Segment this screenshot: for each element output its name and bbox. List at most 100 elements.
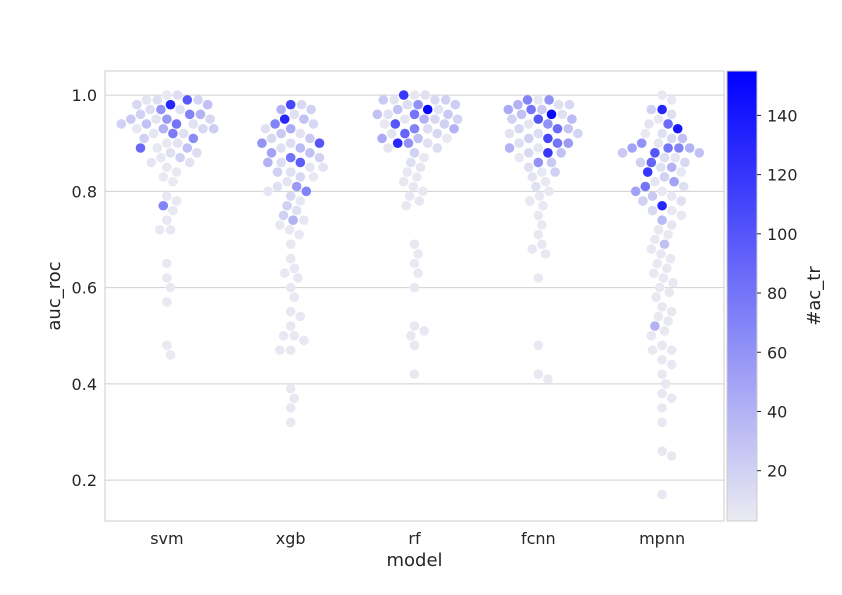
data-point-svm	[148, 128, 159, 139]
data-point-svm	[175, 152, 185, 163]
data-point-svm	[162, 297, 172, 307]
data-point-mpnn	[640, 128, 651, 139]
data-point-rf	[422, 104, 433, 115]
x-tick-label-rf: rf	[408, 529, 421, 548]
data-point-fcnn	[503, 104, 514, 115]
data-point-fcnn	[516, 109, 527, 120]
data-point-fcnn	[526, 104, 536, 115]
data-point-xgb	[276, 157, 286, 168]
data-point-mpnn	[670, 152, 681, 163]
data-point-mpnn	[663, 143, 673, 153]
data-point-xgb	[288, 215, 298, 225]
data-point-svm	[175, 104, 185, 115]
data-point-svm	[171, 167, 182, 177]
data-point-fcnn	[527, 244, 538, 254]
data-point-fcnn	[533, 210, 544, 221]
data-point-fcnn	[513, 99, 523, 110]
data-point-fcnn	[540, 249, 551, 259]
data-point-mpnn	[636, 138, 647, 148]
colorbar-label: #ac_tr	[804, 266, 825, 326]
data-point-svm	[126, 114, 136, 124]
data-point-rf	[409, 282, 420, 293]
data-point-fcnn	[533, 157, 544, 168]
data-point-fcnn	[514, 138, 524, 148]
y-tick-label: 0.6	[72, 279, 97, 298]
data-point-svm	[156, 104, 166, 115]
data-point-mpnn	[647, 345, 658, 355]
data-point-mpnn	[666, 393, 677, 404]
data-point-fcnn	[556, 148, 566, 158]
data-point-xgb	[296, 99, 307, 110]
data-point-xgb	[289, 292, 300, 303]
data-point-mpnn	[653, 114, 664, 124]
data-point-xgb	[285, 138, 296, 148]
data-point-xgb	[257, 138, 267, 148]
data-point-rf	[418, 186, 428, 197]
data-point-svm	[178, 128, 189, 139]
data-point-xgb	[285, 253, 296, 264]
data-point-xgb	[282, 176, 292, 187]
data-point-svm	[146, 157, 157, 168]
data-point-svm	[162, 215, 172, 225]
data-point-svm	[165, 225, 176, 235]
data-point-xgb	[285, 282, 296, 293]
data-point-svm	[198, 123, 208, 134]
data-point-rf	[402, 167, 413, 177]
data-point-fcnn	[533, 229, 544, 240]
data-point-fcnn	[504, 143, 515, 153]
data-point-svm	[165, 99, 176, 110]
data-point-fcnn	[525, 196, 535, 206]
data-point-mpnn	[653, 138, 664, 148]
data-point-mpnn	[640, 181, 651, 192]
data-point-rf	[413, 249, 423, 259]
data-point-mpnn	[663, 229, 673, 240]
data-point-xgb	[285, 99, 296, 110]
data-point-xgb	[299, 215, 309, 225]
data-point-mpnn	[657, 369, 667, 380]
data-point-xgb	[293, 273, 303, 283]
data-point-svm	[135, 143, 146, 153]
data-point-mpnn	[627, 143, 637, 153]
data-point-fcnn	[543, 148, 553, 158]
data-point-mpnn	[678, 181, 689, 192]
data-point-fcnn	[537, 220, 547, 230]
colorbar-tick-label: 80	[767, 284, 787, 303]
data-point-xgb	[295, 143, 306, 153]
data-point-rf	[400, 128, 410, 139]
data-point-svm	[158, 200, 169, 211]
data-point-mpnn	[659, 152, 670, 163]
data-point-mpnn	[658, 273, 669, 283]
data-points	[116, 90, 705, 500]
data-point-xgb	[270, 119, 280, 129]
data-point-mpnn	[657, 489, 667, 500]
data-point-rf	[408, 181, 419, 192]
data-point-mpnn	[666, 205, 677, 216]
data-point-mpnn	[657, 200, 667, 211]
data-point-fcnn	[533, 143, 544, 153]
colorbar-tick-label: 20	[767, 462, 787, 481]
data-point-xgb	[285, 167, 296, 177]
data-point-svm	[162, 90, 172, 100]
data-point-xgb	[308, 172, 319, 182]
x-tick-label-fcnn: fcnn	[521, 529, 556, 548]
y-tick-label: 0.2	[72, 471, 97, 490]
x-tick-labels: svm xgb rf fcnn mpnn	[150, 529, 685, 548]
data-point-xgb	[275, 345, 285, 355]
data-point-xgb	[275, 220, 285, 230]
data-point-fcnn	[544, 95, 554, 105]
data-point-mpnn	[656, 249, 666, 259]
data-point-rf	[409, 340, 420, 351]
y-tick-labels: 0.2 0.4 0.6 0.8 1.0	[72, 86, 97, 490]
data-point-fcnn	[537, 167, 547, 177]
data-point-mpnn	[672, 123, 683, 134]
data-point-xgb	[266, 133, 277, 144]
data-point-rf	[443, 109, 453, 120]
y-axis-label: auc_roc	[44, 261, 65, 330]
data-point-xgb	[299, 114, 309, 124]
data-point-svm	[188, 133, 199, 144]
data-point-fcnn	[564, 99, 575, 110]
data-point-svm	[171, 196, 182, 206]
data-point-rf	[390, 119, 401, 129]
data-point-fcnn	[543, 119, 553, 129]
data-point-mpnn	[666, 162, 677, 173]
